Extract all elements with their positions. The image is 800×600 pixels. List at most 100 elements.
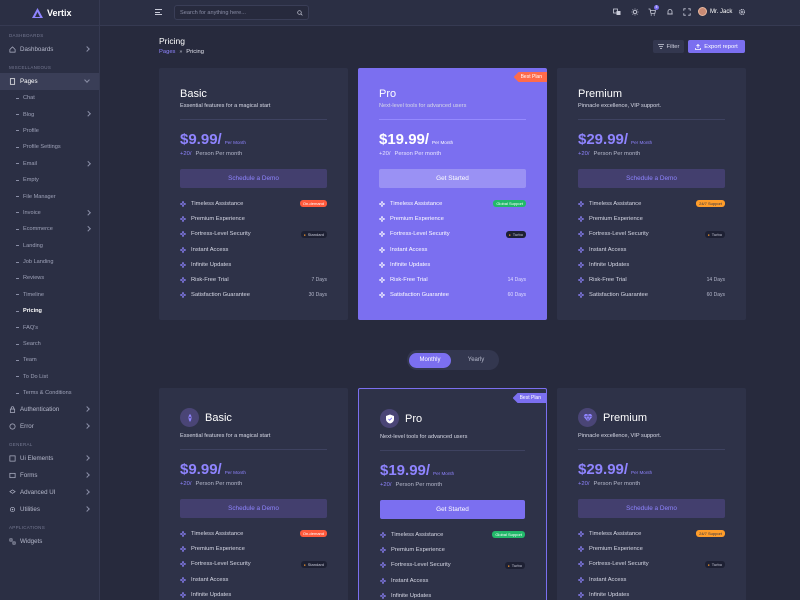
filter-icon — [657, 44, 664, 49]
sidebar-sub-file-manager[interactable]: File Manager — [0, 188, 99, 204]
plan-cta-button[interactable]: Get Started — [380, 500, 525, 519]
sidebar-sub-faqs[interactable]: FAQ's — [0, 319, 99, 335]
fullscreen-icon[interactable] — [683, 8, 691, 16]
sidebar-sub-label: Pricing — [23, 308, 42, 315]
language-icon[interactable] — [613, 8, 621, 16]
sidebar-sub-terms[interactable]: Terms & Conditions — [0, 385, 99, 401]
feature-label: Timeless Assistance — [191, 530, 244, 537]
sidebar-sub-blog[interactable]: Blog — [0, 106, 99, 122]
plan-cta-button[interactable]: Schedule a Demo — [180, 499, 327, 518]
divider — [578, 119, 725, 120]
sidebar-item-pages[interactable]: Pages — [0, 73, 99, 90]
menu-toggle-icon[interactable] — [155, 9, 162, 16]
price-period: Per Month — [224, 470, 246, 475]
theme-sun-icon[interactable] — [631, 8, 639, 16]
plan-price: $29.99/ — [578, 131, 629, 148]
plan-header: Basic — [180, 408, 232, 427]
feature-list: Timeless Assistance 24/7 Support Premium E… — [578, 526, 725, 600]
sparkle-icon — [180, 246, 186, 253]
dash-icon — [16, 196, 19, 198]
sparkle-icon — [379, 231, 385, 238]
sparkle-icon — [578, 277, 584, 284]
search-icon[interactable] — [297, 9, 303, 16]
feature-value: 60 Days — [507, 292, 526, 299]
premium-plan-icon — [578, 408, 597, 427]
bell-icon[interactable] — [666, 8, 674, 16]
plan-cta-button[interactable]: Schedule a Demo — [180, 169, 327, 188]
plan-price: $19.99/ — [379, 131, 430, 148]
brand-logo[interactable]: Vertix — [0, 0, 99, 26]
user-menu[interactable]: Mr. Jack — [698, 7, 732, 16]
feature-label: Infinite Updates — [390, 261, 431, 268]
feature-item: Premium Experience — [180, 541, 327, 556]
sidebar-item-dashboards[interactable]: Dashboards — [0, 41, 99, 58]
plan-cta-button[interactable]: Schedule a Demo — [578, 169, 725, 188]
feature-label: Instant Access — [589, 576, 627, 583]
sidebar-sub-todo[interactable]: To Do List — [0, 369, 99, 385]
toggle-yearly[interactable]: Yearly — [455, 353, 497, 368]
feature-label: Fortress-Level Security — [589, 561, 649, 568]
feature-item: Fortress-Level Security Turbo — [379, 227, 526, 242]
sidebar-sub-search[interactable]: Search — [0, 336, 99, 352]
cart-count-badge: 5 — [654, 5, 659, 10]
feature-label: Premium Experience — [589, 215, 643, 222]
sidebar-sub-email[interactable]: Email — [0, 156, 99, 172]
toggle-monthly[interactable]: Monthly — [409, 352, 451, 368]
sparkle-icon — [578, 292, 584, 299]
search-input[interactable] — [180, 9, 290, 17]
sidebar-item-widgets[interactable]: Widgets — [0, 533, 99, 550]
sidebar-sub-team[interactable]: Team — [0, 352, 99, 368]
person-price-value: +20/ — [180, 481, 192, 487]
cart-icon[interactable]: 5 — [648, 5, 659, 16]
sidebar-sub-landing[interactable]: Landing — [0, 238, 99, 254]
feature-badge: Global Support — [493, 200, 526, 208]
layers-icon — [9, 489, 16, 496]
sidebar-sub-profile[interactable]: Profile — [0, 123, 99, 139]
feature-label: Fortress-Level Security — [589, 231, 649, 238]
settings-gear-icon[interactable] — [738, 8, 746, 16]
plan-cta-button[interactable]: Get Started — [379, 169, 526, 188]
sparkle-icon — [379, 215, 385, 222]
sidebar-sub-ecommerce[interactable]: Ecommerce — [0, 221, 99, 237]
sidebar-item-authentication[interactable]: Authentication — [0, 401, 99, 418]
feature-item: Satisfaction Guarantee 60 Days — [578, 288, 725, 303]
sidebar-item-error[interactable]: Error — [0, 418, 99, 435]
filter-button[interactable]: Filter — [653, 40, 684, 53]
sidebar-item-forms[interactable]: Forms — [0, 467, 99, 484]
home-icon — [9, 46, 16, 53]
sidebar-item-utilities[interactable]: Utilities — [0, 501, 99, 518]
sparkle-icon — [180, 292, 186, 299]
sidebar-sub-invoice[interactable]: Invoice — [0, 205, 99, 221]
plan-header: Basic — [180, 88, 207, 100]
price-row: $9.99/Per Month — [180, 131, 246, 148]
sidebar-sub-label: Terms & Conditions — [23, 390, 72, 397]
feature-item: Timeless Assistance Global Support — [379, 196, 526, 211]
feature-label: Timeless Assistance — [191, 200, 244, 207]
export-report-button[interactable]: Export report — [688, 40, 745, 53]
feature-list: Timeless Assistance On-demand Premium Expe… — [180, 526, 327, 600]
sidebar-item-advanced-ui[interactable]: Advanced UI — [0, 484, 99, 501]
sidebar-sub-profile-settings[interactable]: Profile Settings — [0, 139, 99, 155]
section-general: GENERAL — [9, 442, 33, 448]
plan-name: Basic — [205, 411, 232, 424]
feature-badge: On-demand — [299, 530, 327, 538]
feature-label: Fortress-Level Security — [191, 231, 251, 238]
sidebar-sub-label: Reviews — [23, 275, 45, 282]
dash-icon — [16, 343, 19, 345]
plan-description: Pinnacle excellence, VIP support. — [578, 103, 662, 109]
sidebar-sub-reviews[interactable]: Reviews — [0, 270, 99, 286]
sidebar-sub-job-landing[interactable]: Job Landing — [0, 254, 99, 270]
breadcrumb-link-pages[interactable]: Pages — [159, 49, 176, 55]
feature-label: Instant Access — [390, 246, 428, 253]
plan-cta-button[interactable]: Schedule a Demo — [578, 499, 725, 518]
sidebar-sub-pricing[interactable]: Pricing — [0, 303, 99, 319]
feature-item: Premium Experience — [180, 211, 327, 226]
sidebar-sub-empty[interactable]: Empty — [0, 172, 99, 188]
sidebar-sub-timeline[interactable]: Timeline — [0, 287, 99, 303]
sidebar-item-ui-elements[interactable]: Ui Elements — [0, 450, 99, 467]
sparkle-icon — [180, 545, 186, 552]
plan-name: Pro — [379, 88, 397, 100]
dash-icon — [16, 114, 19, 116]
sidebar-sub-chat[interactable]: Chat — [0, 90, 99, 106]
dash-icon — [16, 179, 19, 181]
